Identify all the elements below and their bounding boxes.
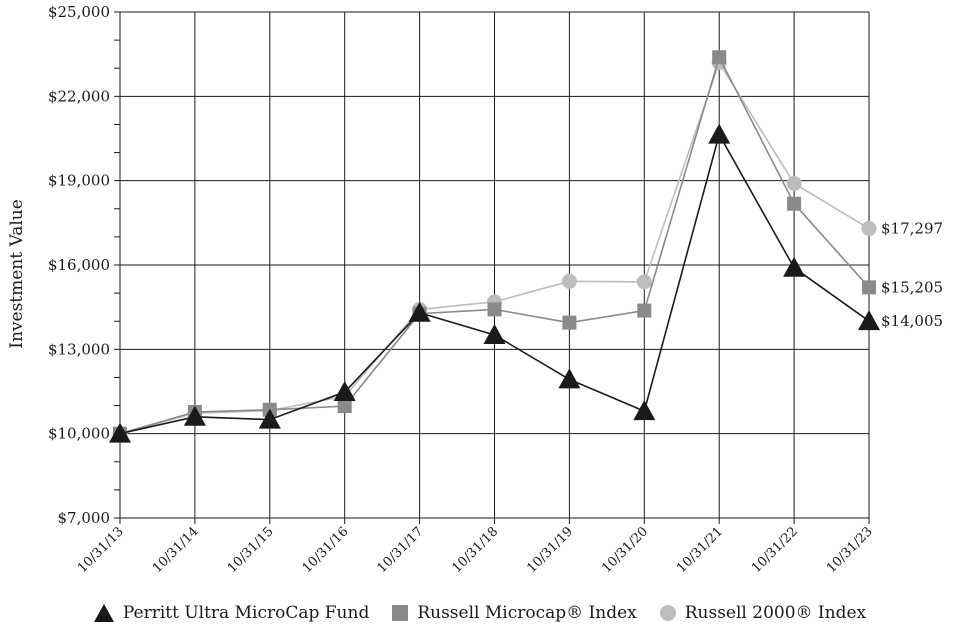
triangle-marker-icon: [93, 604, 114, 622]
y-tick-label: $19,000: [48, 172, 110, 190]
x-axis-ticks: 10/31/13 10/31/14 10/31/15 10/31/16 10/31/17…: [75, 524, 876, 576]
data-point-triangle: [858, 310, 880, 331]
y-axis-label: Investment Value: [7, 199, 27, 349]
data-point-triangle: [408, 301, 431, 322]
legend-label-perritt: Perritt Ultra MicroCap Fund: [122, 603, 370, 623]
x-tick-label: 10/31/23: [824, 524, 876, 576]
y-axis-ticks: $7,000 $10,000 $13,000 $16,000 $19,000 $22,00…: [48, 3, 110, 527]
series-group: [109, 50, 880, 443]
data-point-square: [862, 280, 876, 295]
data-point-triangle: [183, 405, 206, 426]
x-tick-label: 10/31/22: [749, 524, 801, 576]
end-labels: $17,297 $15,205 $14,005: [881, 220, 943, 331]
legend-item-russell-2000: Russell 2000® Index: [659, 603, 866, 623]
data-point-square: [712, 50, 727, 65]
line-chart: $7,000 $10,000 $13,000 $16,000 $19,000 $22,00…: [7, 3, 943, 576]
legend-label-russell-microcap: Russell Microcap® Index: [417, 603, 637, 623]
square-marker-icon: [392, 605, 409, 621]
end-value-label: $15,205: [881, 278, 943, 296]
data-point-circle: [861, 221, 877, 237]
x-tick-label: 10/31/16: [300, 524, 352, 576]
end-value-label: $17,297: [881, 220, 943, 238]
circle-marker-icon: [659, 605, 676, 621]
y-tick-label: $13,000: [48, 340, 110, 358]
legend: Perritt Ultra MicroCap Fund Russell Micr…: [0, 598, 959, 628]
data-point-circle: [561, 273, 577, 289]
legend-item-perritt: Perritt Ultra MicroCap Fund: [93, 603, 369, 623]
y-tick-label: $22,000: [48, 87, 110, 105]
data-point-triangle: [109, 422, 131, 443]
grid-lines: [114, 11, 870, 524]
data-point-square: [487, 302, 502, 317]
x-tick-label: 10/31/21: [674, 524, 726, 576]
data-point-square: [637, 303, 652, 318]
data-point-triangle: [708, 123, 731, 144]
legend-item-russell-microcap: Russell Microcap® Index: [391, 603, 637, 623]
x-tick-label: 10/31/17: [375, 524, 427, 576]
x-tick-label: 10/31/19: [524, 524, 576, 576]
y-tick-label: $25,000: [48, 3, 110, 21]
data-point-triangle: [483, 323, 506, 344]
x-tick-label: 10/31/14: [150, 524, 202, 576]
x-tick-label: 10/31/13: [75, 524, 127, 576]
y-tick-label: $16,000: [48, 256, 110, 274]
data-point-circle: [636, 274, 652, 290]
y-tick-label: $10,000: [48, 425, 110, 443]
data-point-triangle: [558, 368, 581, 389]
data-point-square: [337, 399, 352, 414]
x-tick-label: 10/31/15: [225, 524, 277, 576]
data-point-triangle: [333, 381, 356, 402]
data-point-triangle: [258, 408, 281, 429]
data-point-square: [787, 196, 802, 211]
data-point-circle: [786, 175, 802, 191]
data-point-square: [562, 315, 577, 330]
end-value-label: $14,005: [881, 312, 943, 330]
x-tick-label: 10/31/18: [449, 524, 501, 576]
data-point-triangle: [633, 400, 656, 421]
x-tick-label: 10/31/20: [599, 524, 651, 576]
y-tick-label: $7,000: [58, 509, 111, 527]
data-point-triangle: [783, 256, 806, 277]
legend-label-russell-2000: Russell 2000® Index: [684, 603, 867, 623]
